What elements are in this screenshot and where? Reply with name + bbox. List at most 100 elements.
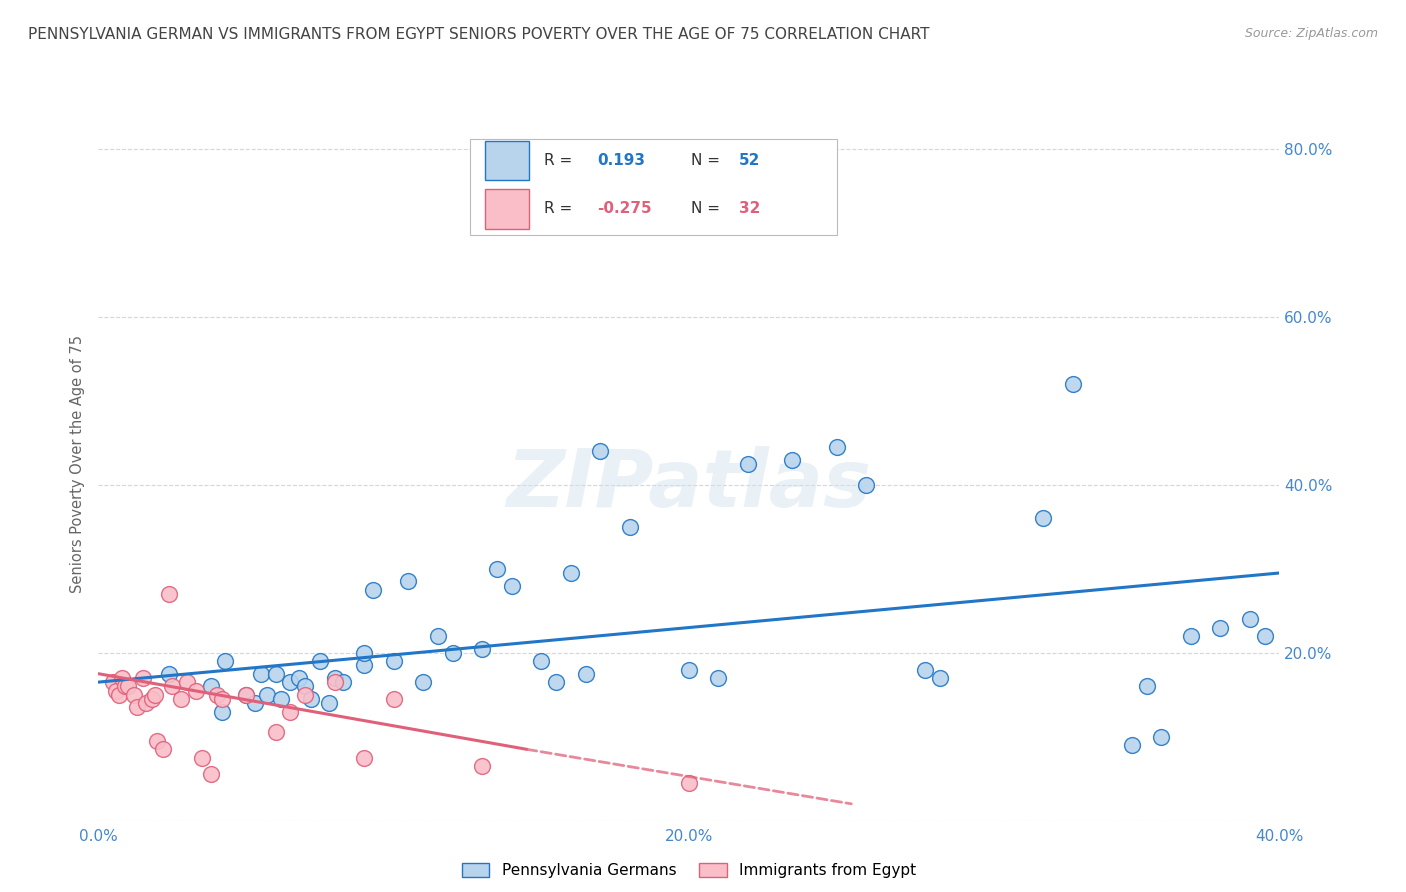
Point	[211, 705, 233, 719]
Point	[486, 562, 509, 576]
Y-axis label: Seniors Poverty Over the Age of 75: Seniors Poverty Over the Age of 75	[70, 334, 86, 593]
FancyBboxPatch shape	[485, 189, 530, 228]
Point	[278, 675, 302, 690]
Point	[323, 671, 346, 685]
Text: ZIPatlas: ZIPatlas	[506, 446, 872, 524]
Point	[288, 671, 311, 685]
Text: PENNSYLVANIA GERMAN VS IMMIGRANTS FROM EGYPT SENIORS POVERTY OVER THE AGE OF 75 : PENNSYLVANIA GERMAN VS IMMIGRANTS FROM E…	[28, 27, 929, 42]
Point	[707, 671, 730, 685]
Point	[294, 688, 316, 702]
Text: Source: ZipAtlas.com: Source: ZipAtlas.com	[1244, 27, 1378, 40]
Point	[737, 457, 759, 471]
Point	[294, 679, 316, 693]
Point	[235, 688, 257, 702]
Point	[146, 734, 169, 748]
Point	[1254, 629, 1277, 643]
Point	[103, 675, 125, 690]
Point	[560, 566, 582, 580]
Point	[382, 654, 405, 668]
Point	[323, 675, 346, 690]
Point	[382, 692, 405, 706]
Point	[157, 587, 180, 601]
Point	[125, 700, 148, 714]
Point	[471, 759, 494, 773]
Point	[299, 692, 322, 706]
Point	[264, 666, 287, 681]
FancyBboxPatch shape	[471, 139, 837, 235]
Point	[1150, 730, 1173, 744]
Point	[678, 776, 700, 790]
Point	[427, 629, 450, 643]
Point	[574, 666, 596, 681]
Point	[309, 654, 332, 668]
Point	[114, 679, 136, 693]
Point	[855, 478, 877, 492]
Point	[191, 750, 214, 764]
Point	[243, 696, 266, 710]
Point	[353, 658, 375, 673]
Point	[264, 725, 287, 739]
Point	[1032, 511, 1054, 525]
Point	[546, 675, 568, 690]
Point	[1209, 621, 1232, 635]
Point	[205, 688, 228, 702]
Text: -0.275: -0.275	[596, 202, 651, 217]
Point	[278, 705, 302, 719]
Text: 0.193: 0.193	[596, 153, 645, 169]
Point	[235, 688, 257, 702]
Point	[184, 683, 207, 698]
Text: N =: N =	[692, 202, 725, 217]
Point	[1135, 679, 1157, 693]
Point	[111, 671, 134, 685]
Point	[353, 646, 375, 660]
Point	[176, 675, 198, 690]
Point	[132, 671, 155, 685]
Point	[501, 578, 523, 592]
Point	[256, 688, 278, 702]
Point	[214, 654, 236, 668]
Point	[928, 671, 950, 685]
Point	[1239, 612, 1261, 626]
Point	[441, 646, 464, 660]
Point	[678, 663, 700, 677]
Point	[143, 688, 166, 702]
Point	[1180, 629, 1202, 643]
Point	[1062, 377, 1084, 392]
Point	[117, 679, 139, 693]
Point	[162, 679, 183, 693]
Point	[619, 520, 641, 534]
Point	[105, 683, 128, 698]
Point	[332, 675, 354, 690]
Text: 52: 52	[738, 153, 759, 169]
Point	[152, 742, 174, 756]
Point	[589, 444, 612, 458]
Point	[122, 688, 145, 702]
Point	[1121, 738, 1143, 752]
Point	[270, 692, 292, 706]
Point	[141, 692, 163, 706]
Point	[471, 641, 494, 656]
Point	[200, 767, 222, 781]
Text: R =: R =	[544, 153, 576, 169]
Text: R =: R =	[544, 202, 576, 217]
Point	[157, 666, 180, 681]
Point	[530, 654, 553, 668]
Point	[353, 750, 375, 764]
Point	[396, 574, 419, 589]
Text: N =: N =	[692, 153, 725, 169]
Point	[782, 452, 804, 467]
Legend: Pennsylvania Germans, Immigrants from Egypt: Pennsylvania Germans, Immigrants from Eg…	[456, 856, 922, 884]
Point	[914, 663, 936, 677]
Point	[825, 440, 848, 454]
Point	[200, 679, 222, 693]
Point	[108, 688, 131, 702]
Point	[135, 696, 157, 710]
Text: 32: 32	[738, 202, 759, 217]
Point	[211, 692, 233, 706]
Point	[412, 675, 434, 690]
Point	[361, 582, 384, 597]
Point	[318, 696, 340, 710]
Point	[170, 692, 193, 706]
Point	[250, 666, 273, 681]
FancyBboxPatch shape	[485, 141, 530, 180]
